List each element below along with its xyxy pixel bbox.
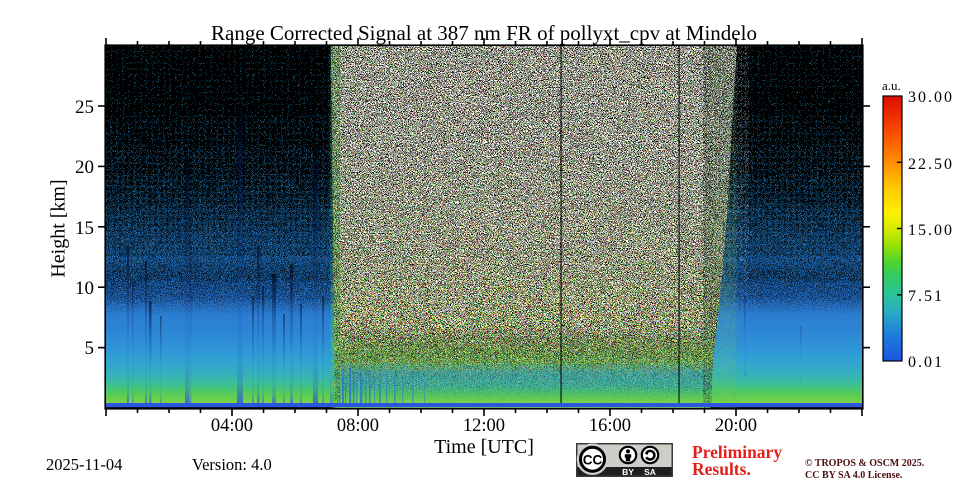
svg-text:SA: SA bbox=[644, 467, 656, 477]
svg-text:CC: CC bbox=[583, 452, 603, 467]
svg-text:BY: BY bbox=[622, 467, 634, 477]
